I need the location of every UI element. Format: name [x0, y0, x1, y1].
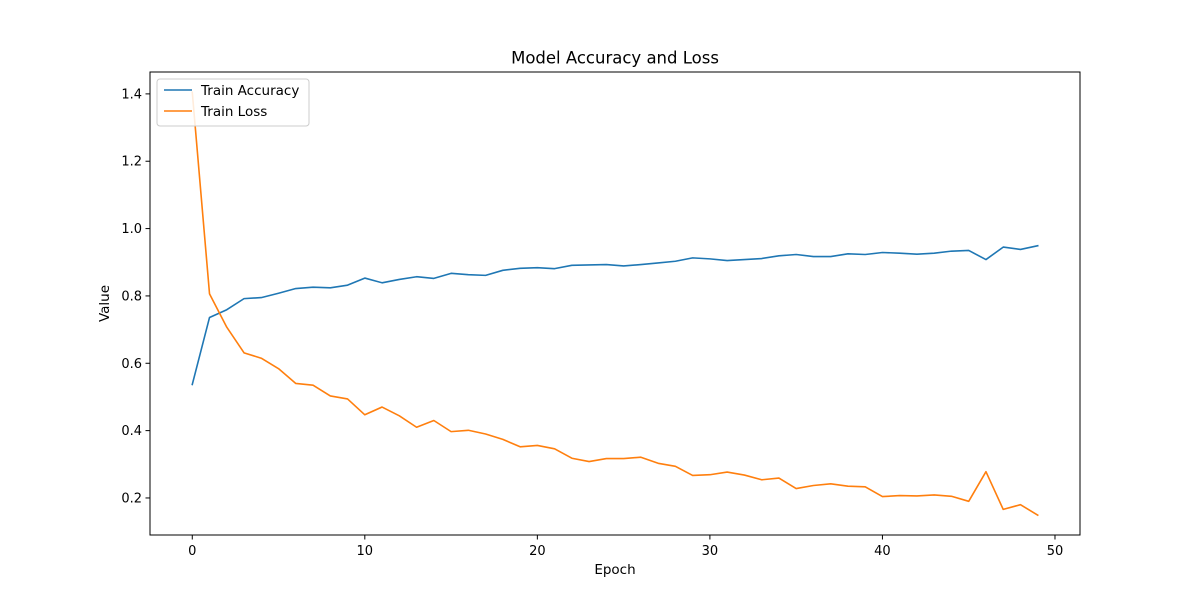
y-axis: 0.2 0.4 0.6 0.8 1.0 1.2 1.4: [121, 87, 150, 506]
plot-area: [150, 72, 1080, 535]
y-axis-label: Value: [97, 285, 113, 322]
x-tick-label: 30: [702, 544, 719, 559]
axes-frame: [149, 71, 1081, 536]
legend: Train Accuracy Train Loss: [156, 78, 310, 127]
y-tick-label: 0.6: [121, 357, 142, 372]
y-tick-label: 0.4: [121, 424, 142, 439]
x-tick-label: 0: [188, 544, 196, 559]
legend-label-train-accuracy: Train Accuracy: [200, 83, 299, 99]
series-layer: [191, 91, 1039, 517]
legend-box: [156, 78, 310, 127]
x-tick-label: 50: [1047, 544, 1064, 559]
legend-label-train-loss: Train Loss: [200, 104, 267, 120]
y-tick-label: 1.2: [121, 155, 142, 170]
x-tick-label: 10: [357, 544, 374, 559]
series-line-train-accuracy: [191, 244, 1039, 386]
y-tick-label: 0.2: [121, 491, 142, 506]
x-axis-label: Epoch: [594, 562, 635, 578]
y-tick-label: 0.8: [121, 289, 142, 304]
x-tick-label: 20: [529, 544, 546, 559]
y-tick-label: 1.0: [121, 222, 142, 237]
plot-background: [150, 72, 1080, 535]
chart-title: Model Accuracy and Loss: [511, 49, 719, 68]
x-axis: 0 10 20 30 40 50: [188, 535, 1063, 559]
series-line-train-loss: [191, 91, 1039, 517]
y-tick-label: 1.4: [121, 87, 142, 102]
x-tick-label: 40: [874, 544, 891, 559]
